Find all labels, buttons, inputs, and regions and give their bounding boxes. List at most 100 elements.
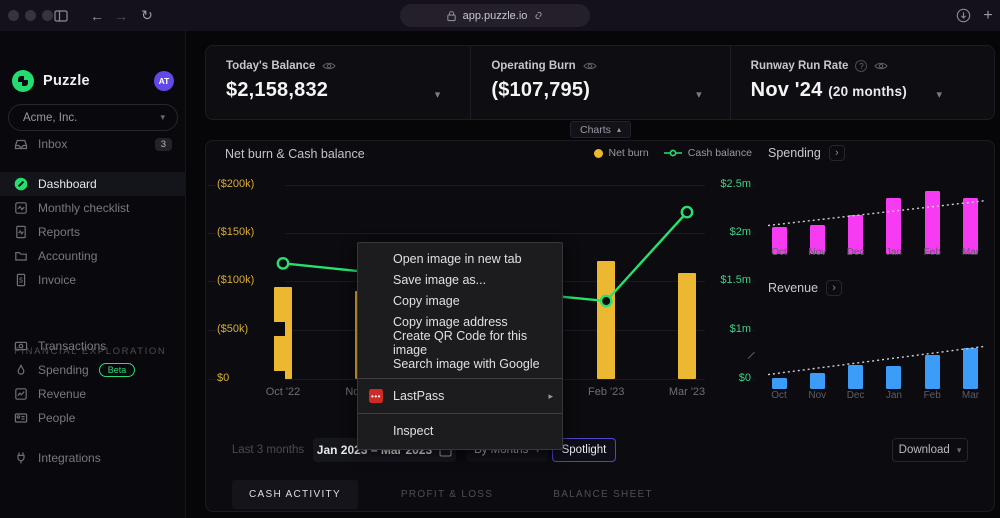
context-menu-item-search-image-with-google[interactable]: Search image with Google <box>358 353 562 374</box>
revenue-bar-feb[interactable] <box>924 355 940 389</box>
x-axis-label-feb-23: Feb '23 <box>588 386 625 398</box>
month-label: Nov <box>808 390 827 401</box>
chevron-right-icon[interactable]: › <box>828 145 845 161</box>
chevron-down-icon: ▾ <box>160 112 165 122</box>
sidebar-item-integrations[interactable]: Integrations <box>0 446 186 470</box>
context-menu-item-lastpass[interactable]: ••• LastPass ▸ <box>358 383 562 409</box>
revenue-bar-oct[interactable] <box>771 377 787 389</box>
sidebar-item-monthly-checklist[interactable]: Monthly checklist <box>0 196 186 220</box>
metric-todays-balance[interactable]: Today's Balance $2,158,832 ▾ <box>206 46 470 119</box>
invoice-icon: $ <box>16 273 26 287</box>
spending-chart-header[interactable]: Spending › <box>768 145 845 161</box>
cash-balance-point[interactable] <box>680 205 694 219</box>
net-burn-bar-mar-23[interactable] <box>678 273 696 379</box>
reload-icon[interactable]: ↻ <box>141 7 153 23</box>
revenue-month-labels: Oct Nov Dec Jan Feb Mar <box>762 390 990 402</box>
context-menu: Open image in new tab Save image as... Cop… <box>357 242 563 450</box>
metric-label: Runway Run Rate <box>750 60 849 72</box>
sidebar-item-dashboard[interactable]: Dashboard <box>0 172 186 196</box>
context-menu-item-copy-image-address[interactable]: Copy image address <box>358 311 562 332</box>
legend-net-burn[interactable]: Net burn <box>593 147 649 159</box>
charts-toggle[interactable]: Charts ▴ <box>570 121 631 138</box>
right-axis-tick: $2.5m <box>705 177 753 191</box>
menu-item-label: Inspect <box>393 424 434 438</box>
metric-operating-burn[interactable]: Operating Burn ($107,795) ▾ <box>470 46 729 119</box>
eye-icon[interactable] <box>874 61 889 71</box>
tab-profit-loss[interactable]: PROFIT & LOSS <box>400 489 494 500</box>
window-minimize-button[interactable] <box>25 10 36 21</box>
net-burn-bar-feb-23[interactable] <box>597 261 616 379</box>
context-menu-item-create-qr-code-for-this-image[interactable]: Create QR Code for this image <box>358 329 562 357</box>
eye-icon[interactable] <box>322 61 337 71</box>
transactions-icon <box>14 341 28 351</box>
metric-value: $2,158,832 <box>226 79 329 101</box>
sidebar-item-inbox[interactable]: Inbox 3 <box>0 132 186 156</box>
window-zoom-button[interactable] <box>42 10 53 21</box>
revenue-bar-mar[interactable] <box>963 348 978 389</box>
help-icon[interactable]: ? <box>855 60 868 72</box>
last-3-months-button[interactable]: Last 3 months <box>231 444 305 456</box>
left-axis-tick: ($100k) <box>215 273 285 287</box>
inbox-icon <box>14 139 28 150</box>
sidebar-item-reports[interactable]: Reports <box>0 220 186 244</box>
chevron-up-icon: ▴ <box>616 125 621 134</box>
revenue-chart-header[interactable]: Revenue › <box>768 280 843 296</box>
window-close-button[interactable] <box>8 10 19 21</box>
tab-cash-activity[interactable]: CASH ACTIVITY <box>232 480 358 509</box>
context-menu-item-save-image-as[interactable]: Save image as... <box>358 269 562 290</box>
context-menu-item-inspect[interactable]: Inspect <box>358 418 562 444</box>
main-chart-title: Net burn & Cash balance <box>225 147 365 161</box>
spending-bar-jan[interactable] <box>886 197 902 254</box>
chevron-down-icon[interactable]: ▾ <box>696 89 702 101</box>
plug-icon <box>17 452 25 464</box>
spending-bar-nov[interactable] <box>809 224 825 254</box>
company-selector[interactable]: Acme, Inc. ▾ <box>8 104 178 131</box>
sidebar: Puzzle AT Acme, Inc. ▾ Inbox 3 Dashboard… <box>0 31 186 518</box>
sidebar-item-transactions[interactable]: Transactions <box>0 334 186 358</box>
spending-bar-dec[interactable] <box>848 215 864 254</box>
tab-balance-sheet[interactable]: BALANCE SHEET <box>553 489 653 500</box>
left-axis-tick: $0 <box>215 371 285 385</box>
revenue-bar-dec[interactable] <box>848 365 864 389</box>
left-axis-tick: ($200k) <box>215 177 285 191</box>
revenue-bar-nov[interactable] <box>809 372 825 389</box>
menu-item-label: Copy image address <box>393 314 508 329</box>
chevron-down-icon[interactable]: ▾ <box>936 89 942 101</box>
sidebar-item-spending[interactable]: Spending Beta <box>0 358 186 382</box>
cash-balance-point[interactable] <box>599 294 613 308</box>
back-icon[interactable]: ← <box>90 7 104 24</box>
downloads-icon[interactable] <box>954 0 972 31</box>
section-label-financial-exploration: FINANCIAL EXPLORATION <box>14 346 167 357</box>
chevron-down-icon[interactable]: ▾ <box>434 89 441 101</box>
dashboard-icon <box>14 177 28 191</box>
legend-cash-balance[interactable]: Cash balance <box>663 147 752 159</box>
download-dropdown[interactable]: Download ▾ <box>892 438 968 462</box>
menu-item-label: Copy image <box>393 293 460 308</box>
spending-bar-oct[interactable] <box>771 227 787 254</box>
context-menu-item-copy-image[interactable]: Copy image <box>358 290 562 311</box>
menu-item-label: LastPass <box>393 389 445 403</box>
right-axis-tick: $0 <box>705 371 753 385</box>
new-tab-icon[interactable]: + <box>983 6 993 24</box>
context-menu-item-open-image-in-new-tab[interactable]: Open image in new tab <box>358 248 562 269</box>
sidebar-item-invoice[interactable]: $ Invoice <box>0 268 186 292</box>
svg-text:$: $ <box>19 277 23 284</box>
revenue-bar-jan[interactable] <box>886 366 902 389</box>
spending-bar-mar[interactable] <box>963 197 978 254</box>
address-bar[interactable]: app.puzzle.io <box>400 4 590 27</box>
avatar[interactable]: AT <box>154 71 174 91</box>
sidebar-item-accounting[interactable]: Accounting <box>0 244 186 268</box>
sidebar-toggle-icon[interactable] <box>52 0 70 31</box>
menu-item-label: Create QR Code for this image <box>393 328 528 357</box>
metric-value-note: (20 months) <box>828 84 907 99</box>
metric-runway-run-rate[interactable]: Runway Run Rate ? Nov '24 (20 months) ▾ <box>729 46 994 119</box>
sidebar-item-people[interactable]: People <box>0 406 186 430</box>
link-icon[interactable] <box>533 10 544 21</box>
eye-icon[interactable] <box>582 61 597 71</box>
metric-label: Today's Balance <box>226 60 316 72</box>
forward-icon[interactable]: → <box>114 7 128 24</box>
people-icon <box>14 413 28 423</box>
chevron-right-icon[interactable]: › <box>826 280 843 296</box>
sidebar-item-revenue[interactable]: Revenue <box>0 382 186 406</box>
cash-balance-point[interactable] <box>276 256 290 270</box>
